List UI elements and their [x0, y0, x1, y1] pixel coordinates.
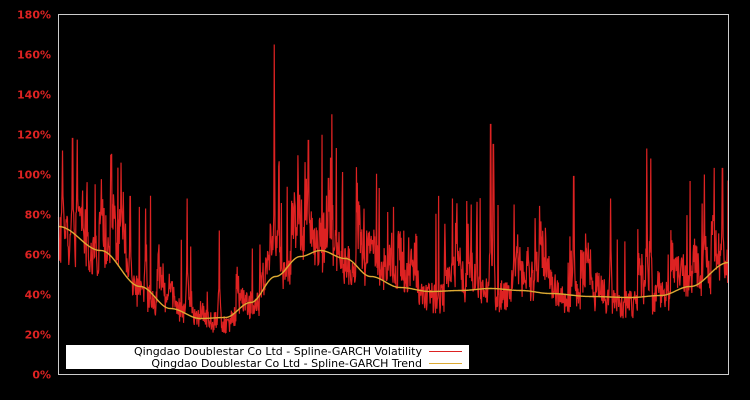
- y-tick-label: 20%: [25, 329, 51, 342]
- legend-label-trend: Qingdao Doublestar Co Ltd - Spline-GARCH…: [151, 357, 422, 370]
- legend-background: [66, 345, 469, 369]
- y-tick-label: 80%: [25, 209, 51, 222]
- y-tick-label: 180%: [17, 9, 51, 22]
- plot-area: [57, 44, 730, 335]
- y-tick-label: 160%: [17, 49, 51, 62]
- plot-frame: [58, 14, 729, 375]
- y-axis-tick-labels: 0% 20% 40% 60% 80% 100% 120% 140% 160% 180%: [17, 9, 51, 382]
- y-tick-label: 0%: [32, 369, 51, 382]
- y-tick-label: 60%: [25, 249, 51, 262]
- volatility-series-line: [57, 44, 730, 335]
- legend-label-volatility: Qingdao Doublestar Co Ltd - Spline-GARCH…: [134, 345, 422, 358]
- y-tick-label: 100%: [17, 169, 51, 182]
- y-tick-label: 120%: [17, 129, 51, 142]
- y-tick-label: 140%: [17, 89, 51, 102]
- y-tick-label: 40%: [25, 289, 51, 302]
- trend-series-line: [58, 225, 729, 320]
- chart-legend: Qingdao Doublestar Co Ltd - Spline-GARCH…: [66, 345, 469, 370]
